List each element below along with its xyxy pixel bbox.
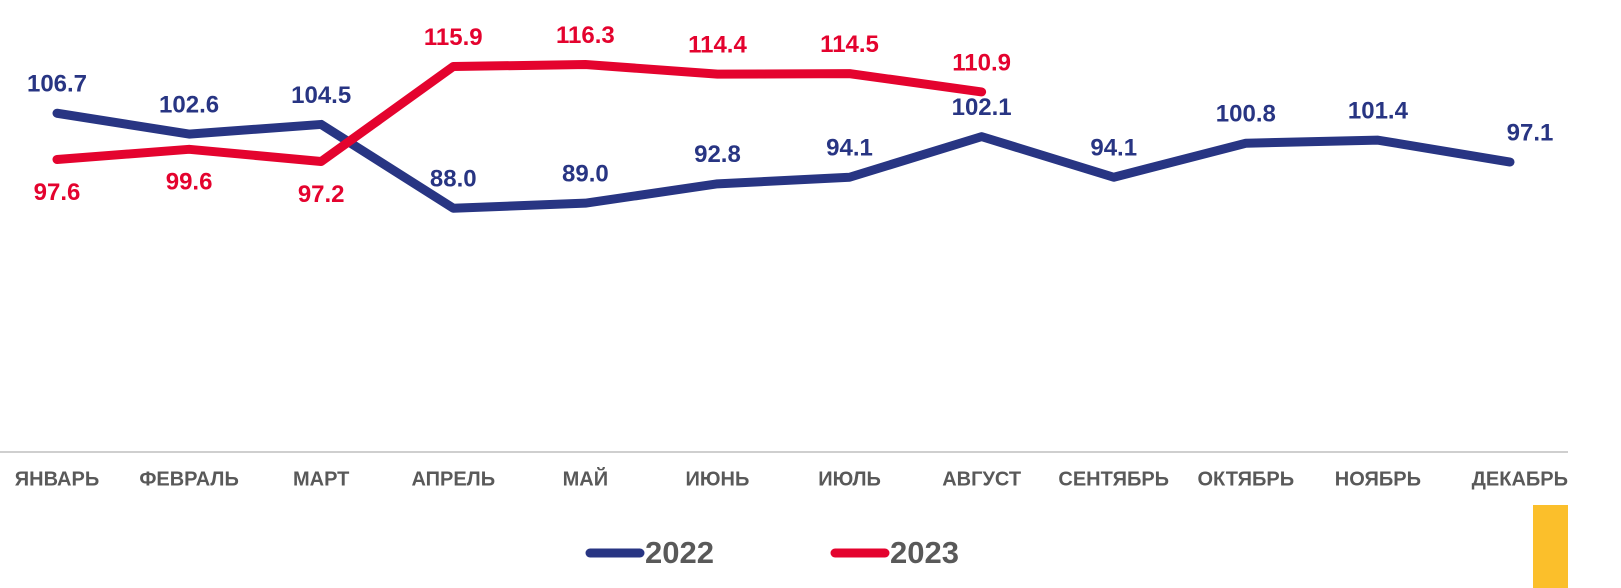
data-label: 97.2 xyxy=(298,181,345,208)
data-label: 114.5 xyxy=(820,31,879,58)
legend-label: 2022 xyxy=(645,535,714,570)
data-label: 116.3 xyxy=(556,22,615,49)
data-label: 92.8 xyxy=(694,141,741,168)
data-label: 99.6 xyxy=(166,169,213,196)
data-label: 97.6 xyxy=(34,179,81,206)
data-label: 94.1 xyxy=(1090,135,1137,162)
x-tick-label: ИЮНЬ xyxy=(686,468,750,490)
data-label: 104.5 xyxy=(291,82,351,109)
series-line xyxy=(52,59,987,167)
data-label: 89.0 xyxy=(562,160,609,187)
x-tick-label: ФЕВРАЛЬ xyxy=(139,468,239,490)
data-label: 114.4 xyxy=(688,31,747,58)
series-line xyxy=(52,108,1515,213)
x-tick-label: НОЯБРЬ xyxy=(1335,468,1421,490)
data-label: 102.6 xyxy=(159,91,219,118)
x-tick-label: МАРТ xyxy=(293,468,349,490)
data-label: 101.4 xyxy=(1348,98,1409,125)
data-label: 97.1 xyxy=(1507,119,1554,146)
data-label: 100.8 xyxy=(1216,101,1276,128)
x-tick-label: СЕНТЯБРЬ xyxy=(1058,468,1169,490)
decor xyxy=(1533,505,1568,588)
x-tick-label: АПРЕЛЬ xyxy=(411,468,495,490)
x-tick-label: ИЮЛЬ xyxy=(818,468,881,490)
x-tick-label: ОКТЯБРЬ xyxy=(1197,468,1294,490)
x-tick-label: МАЙ xyxy=(563,466,608,490)
data-label: 102.1 xyxy=(952,94,1012,121)
data-label: 88.0 xyxy=(430,166,477,193)
x-tick-label: ДЕКАБРЬ xyxy=(1472,468,1568,490)
data-label: 110.9 xyxy=(952,49,1011,76)
data-label: 106.7 xyxy=(27,71,87,98)
x-tick-label: АВГУСТ xyxy=(942,468,1021,490)
data-label: 94.1 xyxy=(826,135,873,162)
x-tick-label: ЯНВАРЬ xyxy=(15,468,99,490)
data-label: 115.9 xyxy=(424,24,483,51)
legend-label: 2023 xyxy=(890,535,959,570)
